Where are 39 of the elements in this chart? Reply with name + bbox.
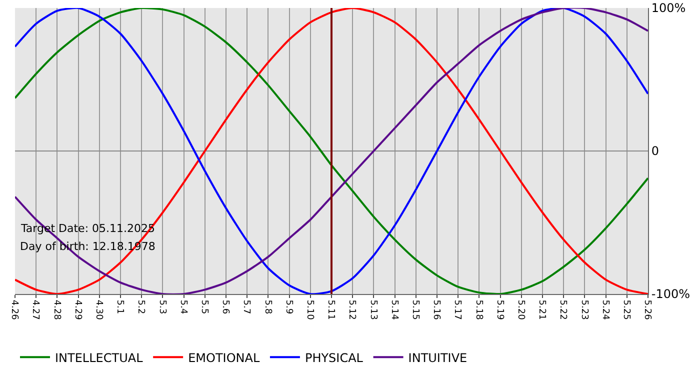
legend-label: PHYSICAL [304,350,364,365]
x-tick-label: 4.28 [51,300,62,320]
x-tick-label: 5.11 [326,300,336,320]
x-tick-label: 5.15 [410,300,420,320]
x-tick-label: 5.8 [262,300,272,314]
x-tick-label: 5.2 [136,300,146,314]
x-tick-label: 5.18 [473,300,484,320]
x-tick-label: 5.20 [515,300,526,320]
legend-label: EMOTIONAL [188,350,260,365]
x-tick-label: 5.21 [536,300,547,320]
x-tick-label: 5.22 [558,300,568,320]
x-tick-label: 5.13 [368,300,378,320]
x-tick-label: 5.6 [220,300,230,314]
x-tick-label: 5.25 [620,300,631,320]
y-tick-label: 0 [651,144,660,158]
y-tick-label: -100% [651,287,690,302]
x-tick-label: 5.7 [241,300,252,314]
x-tick-label: 5.10 [304,300,314,320]
x-tick-label: 4.30 [93,300,104,320]
legend-label: INTUITIVE [408,350,468,365]
y-tick-label: 100% [651,1,686,16]
x-tick-label: 5.14 [388,300,399,320]
x-tick-label: 5.5 [198,300,209,314]
x-tick-label: 4.26 [9,300,20,320]
legend-label: INTELLECTUAL [55,350,144,365]
x-tick-label: 5.24 [600,300,610,320]
x-tick-label: 5.17 [452,300,462,320]
line-series [15,8,648,294]
x-tick-label: 5.1 [114,300,125,314]
x-tick-label: 5.19 [494,300,504,320]
x-tick-label: 4.29 [72,300,82,320]
x-tick-label: 5.26 [642,300,652,320]
x-tick-label: 4.27 [30,300,40,320]
x-tick-label: 5.16 [431,300,442,320]
x-tick-label: 5.3 [156,300,167,314]
x-tick-label: 5.23 [578,300,589,320]
x-tick-label: 5.12 [346,300,357,320]
x-tick-label: 5.4 [178,300,188,314]
x-tick-label: 5.9 [283,300,294,314]
